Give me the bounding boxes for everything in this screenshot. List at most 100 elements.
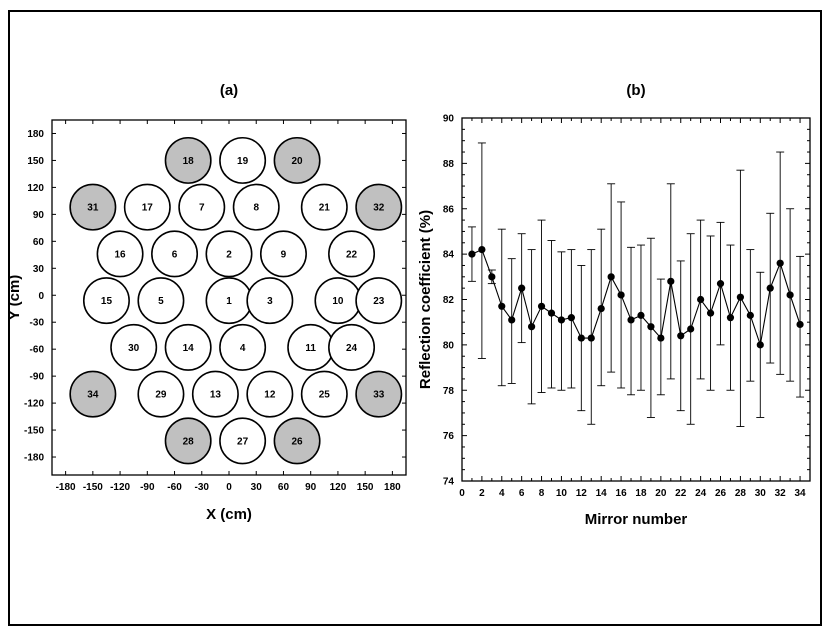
mirror-number-label: 30 xyxy=(128,343,140,354)
data-point xyxy=(647,323,655,331)
mirror-circle xyxy=(164,417,212,465)
panel-b-y-tick-label: 86 xyxy=(443,204,455,215)
mirror-number-label: 26 xyxy=(292,436,304,447)
mirror-number-label: 3 xyxy=(267,296,273,307)
mirror-number-label: 9 xyxy=(281,249,287,260)
mirror-circle xyxy=(232,183,280,231)
mirror-circle xyxy=(328,230,376,278)
mirror-number-label: 23 xyxy=(373,296,385,307)
panel-b-x-tick-label: 0 xyxy=(459,488,465,499)
mirror-number-label: 25 xyxy=(319,390,331,401)
mirror-number-label: 34 xyxy=(87,390,99,401)
panel-a-x-tick-label: -120 xyxy=(110,482,130,493)
data-point xyxy=(528,323,536,331)
panel-b-x-tick-label: 2 xyxy=(479,488,485,499)
panel-a-x-tick-label: -60 xyxy=(167,482,182,493)
mirror-circle xyxy=(137,370,185,418)
data-point xyxy=(786,291,794,299)
mirror-circle xyxy=(246,277,294,325)
mirror-number-label: 19 xyxy=(237,156,249,167)
mirror-circle xyxy=(300,370,348,418)
data-point xyxy=(557,316,566,324)
panel-a-y-tick-label: 60 xyxy=(33,237,45,248)
mirror-number-label: 24 xyxy=(346,343,358,354)
panel-b-x-tick-label: 10 xyxy=(556,488,568,499)
panel-b-x-tick-label: 34 xyxy=(794,488,806,499)
data-point xyxy=(766,284,774,292)
mirror-number-label: 27 xyxy=(237,436,249,447)
panel-b-y-tick-label: 82 xyxy=(443,295,455,306)
mirror-number-label: 32 xyxy=(373,203,385,214)
panel-a-y-tick-label: -30 xyxy=(30,318,45,329)
data-point xyxy=(677,332,685,340)
panel-b-label: (b) xyxy=(626,82,645,99)
panel-b-y-tick-label: 76 xyxy=(443,431,455,442)
mirror-number-label: 29 xyxy=(155,390,167,401)
panel-b-x-tick-label: 16 xyxy=(616,488,628,499)
mirror-circle xyxy=(273,417,321,465)
panel-a-y-tick-label: 180 xyxy=(27,129,44,140)
mirror-number-label: 17 xyxy=(142,203,154,214)
data-point xyxy=(716,280,725,288)
mirror-circle xyxy=(246,370,294,418)
mirror-circle xyxy=(219,136,267,184)
panel-b-y-tick-label: 74 xyxy=(443,477,455,488)
figure-frame xyxy=(8,10,822,626)
panel-b-y-tick-label: 78 xyxy=(443,386,455,397)
data-point xyxy=(667,277,675,285)
panel-a: (a) -180 -150 -120 -90 -60 -30 0 30 60 90 120 150 180… xyxy=(6,82,407,523)
panel-a-y-tick-label: -150 xyxy=(24,426,44,437)
panel-b-x-tick-label: 22 xyxy=(675,488,687,499)
data-point xyxy=(637,311,645,319)
data-point xyxy=(607,273,615,281)
panel-b-y-tick-label: 84 xyxy=(443,250,455,261)
mirror-circle xyxy=(219,417,267,465)
data-point xyxy=(746,311,754,319)
panel-b-x-tick-label: 28 xyxy=(735,488,747,499)
data-point xyxy=(597,304,605,313)
panel-a-y-tick-label: 120 xyxy=(27,183,44,194)
mirror-circle xyxy=(151,230,199,278)
mirror-number-label: 31 xyxy=(87,203,99,214)
mirror-number-label: 18 xyxy=(183,156,195,167)
mirror-circle xyxy=(259,230,307,278)
mirror-number-label: 10 xyxy=(332,296,344,307)
data-point xyxy=(726,314,735,322)
data-point xyxy=(508,316,516,324)
data-point xyxy=(776,259,784,267)
mirror-circle xyxy=(328,323,376,371)
panel-b-x-tick-label: 24 xyxy=(695,488,707,499)
mirror-circle xyxy=(82,277,130,325)
mirror-circle xyxy=(137,277,185,325)
data-point xyxy=(697,295,705,304)
mirror-circle xyxy=(191,370,239,418)
panel-a-x-tick-label: 30 xyxy=(251,482,263,493)
mirror-circle xyxy=(178,183,226,231)
panel-b-y-tick-label: 90 xyxy=(443,114,455,125)
panel-a-x-tick-label: 90 xyxy=(305,482,317,493)
data-point xyxy=(468,250,476,258)
panel-a-x-tick-label: 150 xyxy=(357,482,374,493)
panel-a-label: (a) xyxy=(220,82,238,99)
mirror-number-label: 1 xyxy=(226,296,232,307)
panel-a-y-tick-label: -90 xyxy=(30,372,45,383)
mirror-number-label: 22 xyxy=(346,249,358,260)
mirror-number-label: 15 xyxy=(101,296,113,307)
data-point xyxy=(627,316,635,324)
mirror-circle xyxy=(96,230,144,278)
series-line xyxy=(471,248,801,346)
mirror-circle xyxy=(123,183,171,231)
panel-b-x-tick-label: 30 xyxy=(755,488,767,499)
mirror-number-label: 33 xyxy=(373,390,385,401)
panel-a-y-tick-label: -120 xyxy=(24,399,44,410)
mirror-circle xyxy=(69,183,117,231)
panel-a-y-tick-label: 0 xyxy=(38,291,44,302)
data-point xyxy=(687,325,695,333)
mirror-number-label: 12 xyxy=(264,390,276,401)
panel-b-x-axis-label: Mirror number xyxy=(585,511,688,528)
mirror-circle xyxy=(219,323,267,371)
panel-a-y-tick-label: 150 xyxy=(27,156,44,167)
panel-a-y-tick-label: -180 xyxy=(24,453,44,464)
mirror-circle xyxy=(355,370,403,418)
data-point xyxy=(617,291,625,299)
